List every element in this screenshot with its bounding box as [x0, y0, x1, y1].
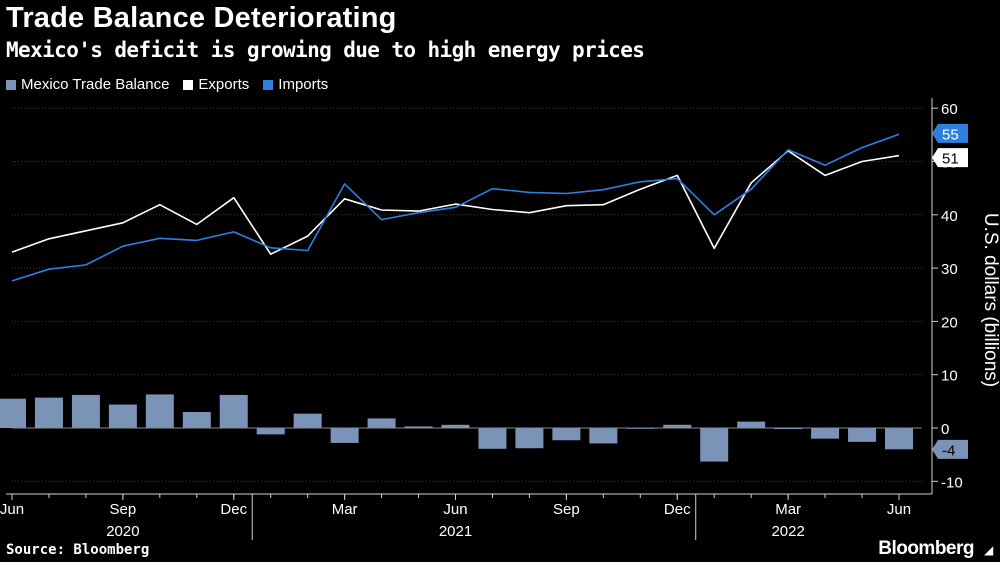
bar-trade-balance — [737, 421, 766, 428]
bar-trade-balance — [0, 398, 26, 428]
x-tick-label: Dec — [664, 501, 691, 518]
bar-trade-balance — [330, 428, 359, 443]
bar-trade-balance — [885, 428, 913, 450]
chart-title: Trade Balance Deteriorating — [6, 2, 397, 34]
x-tick-label: Mar — [775, 501, 801, 518]
legend-item-exports: Exports — [183, 76, 249, 93]
bar-trade-balance — [441, 424, 470, 428]
x-tick-label: Jun — [887, 501, 911, 518]
end-label-text: 55 — [942, 126, 959, 143]
y-tick-label: 40 — [941, 208, 958, 225]
bar-trade-balance — [404, 426, 433, 428]
bar-trade-balance — [219, 394, 248, 428]
x-tick-label: Sep — [110, 501, 137, 518]
legend-swatch-trade-balance — [6, 79, 16, 90]
end-label-flag — [932, 148, 968, 168]
bar-trade-balance — [293, 413, 322, 428]
end-label-text: 51 — [942, 151, 959, 168]
bar-trade-balance — [182, 412, 211, 428]
x-tick-label: Jun — [443, 501, 467, 518]
end-label-flag — [932, 123, 968, 143]
end-label-flag — [932, 439, 968, 459]
bar-trade-balance — [626, 428, 655, 429]
bar-trade-balance — [34, 397, 63, 428]
x-tick-label: Sep — [553, 501, 580, 518]
y-axis-title: U.S. dollars (billions) — [980, 213, 1000, 387]
x-year-label: 2020 — [106, 523, 139, 540]
y-tick-label: -10 — [941, 474, 963, 491]
bar-trade-balance — [848, 428, 877, 442]
line-exports — [11, 150, 900, 255]
bar-trade-balance — [145, 394, 174, 428]
chart-subtitle: Mexico's deficit is growing due to high … — [6, 38, 645, 62]
bar-trade-balance — [256, 428, 285, 435]
y-tick-label: 20 — [941, 314, 958, 331]
x-tick-label: Dec — [220, 501, 247, 518]
legend-label-trade-balance: Mexico Trade Balance — [21, 76, 170, 93]
bar-trade-balance — [552, 428, 581, 441]
legend-label-exports: Exports — [198, 76, 250, 93]
legend-item-imports: Imports — [263, 76, 328, 93]
bar-trade-balance — [589, 428, 618, 444]
bar-trade-balance — [700, 428, 729, 462]
legend-label-imports: Imports — [278, 76, 329, 93]
legend: Mexico Trade Balance Exports Imports — [6, 76, 328, 93]
bar-trade-balance — [515, 428, 544, 449]
bloomberg-logo: Bloomberg — [878, 538, 974, 559]
line-imports — [11, 133, 900, 282]
y-tick-label: 30 — [941, 261, 958, 278]
bar-trade-balance — [367, 418, 396, 428]
legend-swatch-exports — [183, 79, 194, 90]
bar-trade-balance — [774, 428, 803, 430]
bar-trade-balance — [811, 428, 840, 439]
bar-trade-balance — [478, 428, 507, 449]
y-tick-label: 60 — [941, 101, 958, 118]
bar-trade-balance — [108, 404, 137, 428]
source-note: Source: Bloomberg — [6, 542, 150, 558]
x-tick-label: Mar — [332, 501, 358, 518]
corner-arrow-icon: ◢ — [984, 543, 994, 557]
y-tick-label: 10 — [941, 368, 958, 385]
bar-trade-balance — [663, 424, 692, 428]
legend-swatch-imports — [263, 79, 274, 90]
x-tick-label: Jun — [0, 501, 24, 518]
bar-trade-balance — [71, 394, 100, 428]
end-label-text: -4 — [942, 442, 955, 459]
x-year-label: 2021 — [439, 523, 472, 540]
x-year-label: 2022 — [771, 523, 804, 540]
y-tick-label: 0 — [941, 421, 949, 438]
legend-item-trade-balance: Mexico Trade Balance — [6, 76, 169, 93]
